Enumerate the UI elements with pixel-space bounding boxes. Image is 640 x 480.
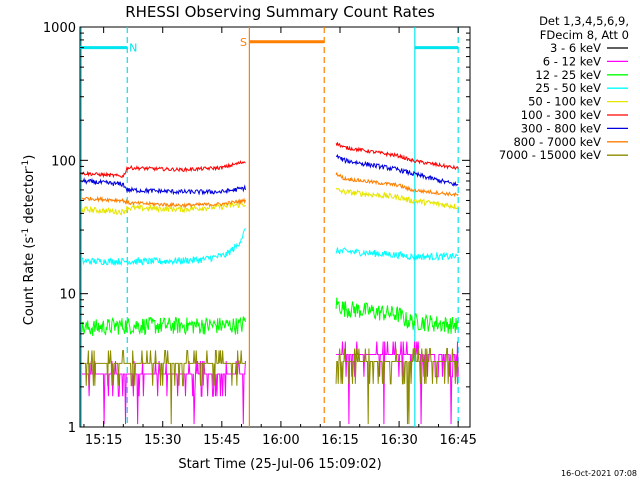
x-tick-label: 15:15 xyxy=(85,433,122,448)
legend-entry: 50 - 100 keV xyxy=(528,95,601,109)
x-tick-label: 16:45 xyxy=(439,433,476,448)
legend-entry: 12 - 25 keV xyxy=(535,68,601,82)
x-tick-label: 15:45 xyxy=(203,433,240,448)
series-line xyxy=(336,341,459,425)
x-tick-label: 16:15 xyxy=(321,433,358,448)
y-tick-label: 100 xyxy=(51,154,76,169)
legend-entry: 100 - 300 keV xyxy=(521,108,601,122)
x-tick-label: 15:30 xyxy=(144,433,181,448)
series-line xyxy=(335,142,459,171)
series-line xyxy=(81,316,246,337)
plot-area xyxy=(79,26,471,428)
chart-title: RHESSI Observing Summary Count Rates xyxy=(125,3,435,21)
x-tick-label: 16:00 xyxy=(262,433,299,448)
series-line xyxy=(335,153,459,187)
series-line xyxy=(335,187,459,210)
x-tick-label: 16:30 xyxy=(380,433,417,448)
series-group xyxy=(81,142,459,425)
legend-entry: 800 - 7000 keV xyxy=(513,135,601,149)
y-tick-label: 1 xyxy=(68,421,76,436)
y-tick-label: 1000 xyxy=(43,21,76,36)
series-line xyxy=(81,360,246,425)
series-line xyxy=(81,227,246,267)
series-line xyxy=(81,202,246,216)
series-line xyxy=(335,297,459,334)
series-line xyxy=(335,247,459,262)
legend-entry: 7000 - 15000 keV xyxy=(499,148,601,162)
legend-entry: 300 - 800 keV xyxy=(521,121,601,135)
generated-timestamp: 16-Oct-2021 07:08 xyxy=(561,469,637,478)
legend-entry: 6 - 12 keV xyxy=(543,54,601,68)
axes: 15:15 15:30 15:45 16:00 16:15 16:30 16:45 1 10 10… xyxy=(43,21,477,448)
series-line xyxy=(81,160,246,179)
y-tick-label: 10 xyxy=(59,288,76,303)
flag-label: N xyxy=(129,42,137,55)
series-line xyxy=(335,172,459,198)
legend-entry: 25 - 50 keV xyxy=(535,81,601,95)
flag-label: S xyxy=(240,36,247,49)
legend-header-line1: Det 1,3,4,5,6,9, xyxy=(539,14,629,28)
x-axis-label: Start Time (25-Jul-06 15:09:02) xyxy=(178,457,381,472)
series-line xyxy=(335,348,459,425)
series-line xyxy=(81,195,246,209)
series-line xyxy=(81,349,246,425)
legend-header-line2: FDecim 8, Att 0 xyxy=(540,28,629,42)
legend-entry: 3 - 6 keV xyxy=(550,41,601,55)
series-line xyxy=(81,177,246,196)
y-axis-label: Count Rate (s-1 detector-1) xyxy=(21,155,37,326)
